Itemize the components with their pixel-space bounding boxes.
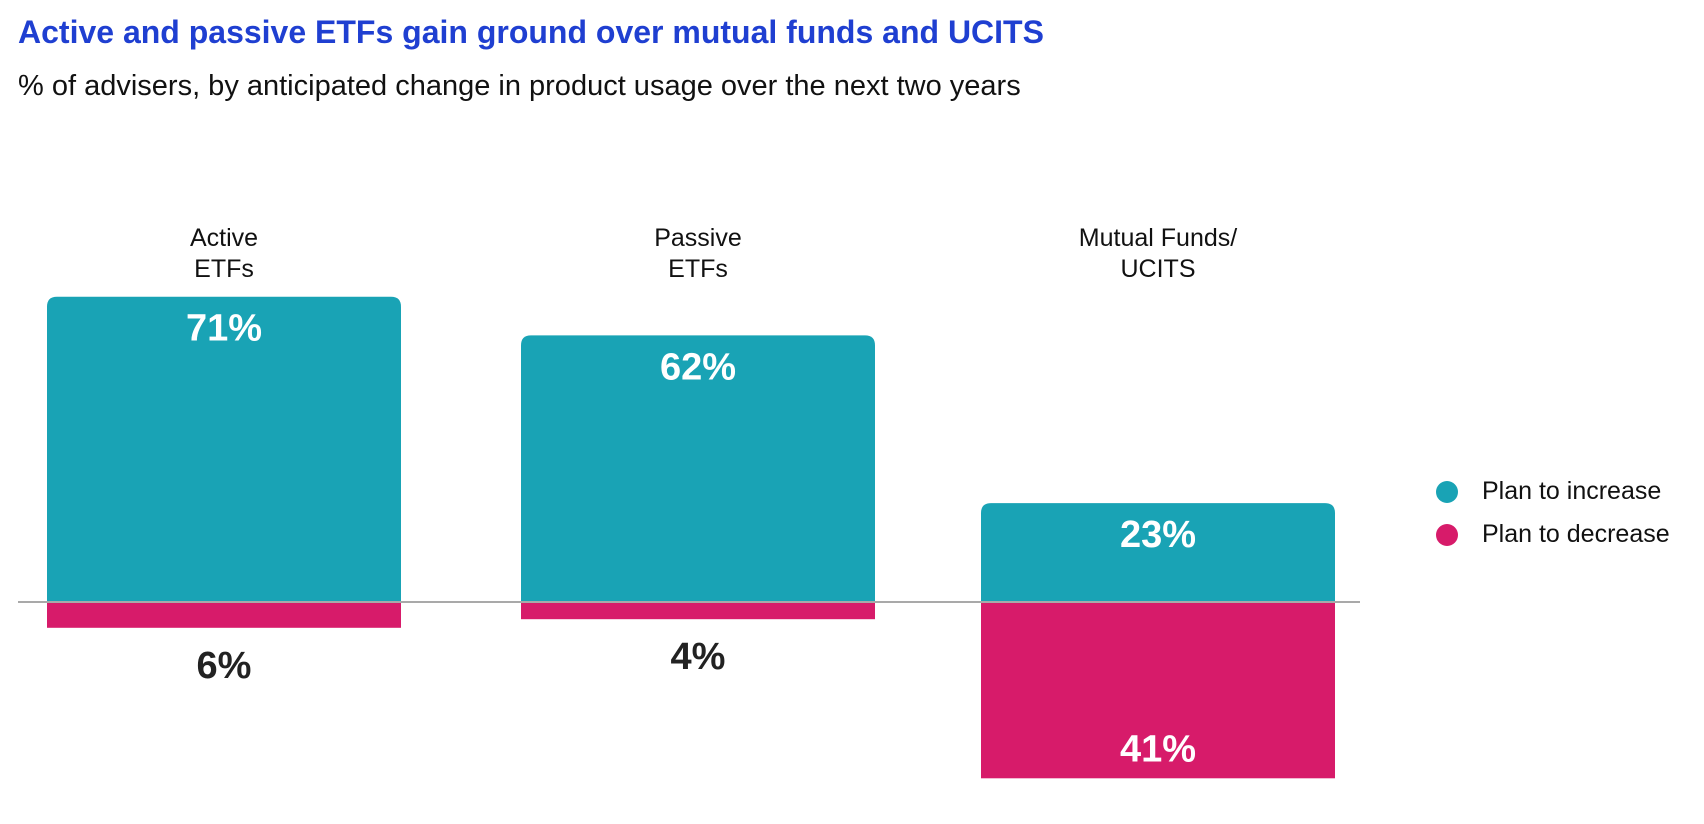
bar-decrease-mutual-funds-ucits [981, 602, 1335, 779]
legend-item-decrease: Plan to decrease [1436, 513, 1670, 556]
category-label-mutual-funds-ucits: Mutual Funds/UCITS [1079, 224, 1237, 283]
data-label-increase-active-etfs: 71% [186, 308, 262, 350]
data-label-decrease-passive-etfs: 4% [671, 636, 726, 678]
category-label-active-etfs: Active ETFs [190, 224, 258, 283]
chart-subtitle: % of advisers, by anticipated change in … [18, 70, 1021, 102]
data-label-increase-mutual-funds-ucits: 23% [1120, 514, 1196, 556]
bar-increase-passive-etfs [521, 335, 875, 602]
data-label-decrease-mutual-funds-ucits: 41% [1120, 728, 1196, 770]
data-label-decrease-active-etfs: 6% [197, 645, 252, 687]
bar-increase-active-etfs [47, 296, 401, 602]
legend-label-decrease: Plan to decrease [1482, 520, 1670, 548]
legend-swatch-increase [1436, 480, 1458, 503]
data-label-increase-passive-etfs: 62% [660, 346, 736, 388]
legend-swatch-decrease [1436, 523, 1458, 546]
bar-decrease-active-etfs [47, 602, 401, 628]
bar-decrease-passive-etfs [521, 602, 875, 620]
bar-increase-mutual-funds-ucits [981, 503, 1335, 602]
chart-legend: Plan to increase Plan to decrease [1436, 470, 1670, 556]
chart-title: Active and passive ETFs gain ground over… [18, 14, 1044, 50]
legend-label-increase: Plan to increase [1482, 477, 1662, 505]
category-label-passive-etfs: Passive ETFs [654, 224, 742, 283]
legend-item-increase: Plan to increase [1436, 470, 1670, 513]
